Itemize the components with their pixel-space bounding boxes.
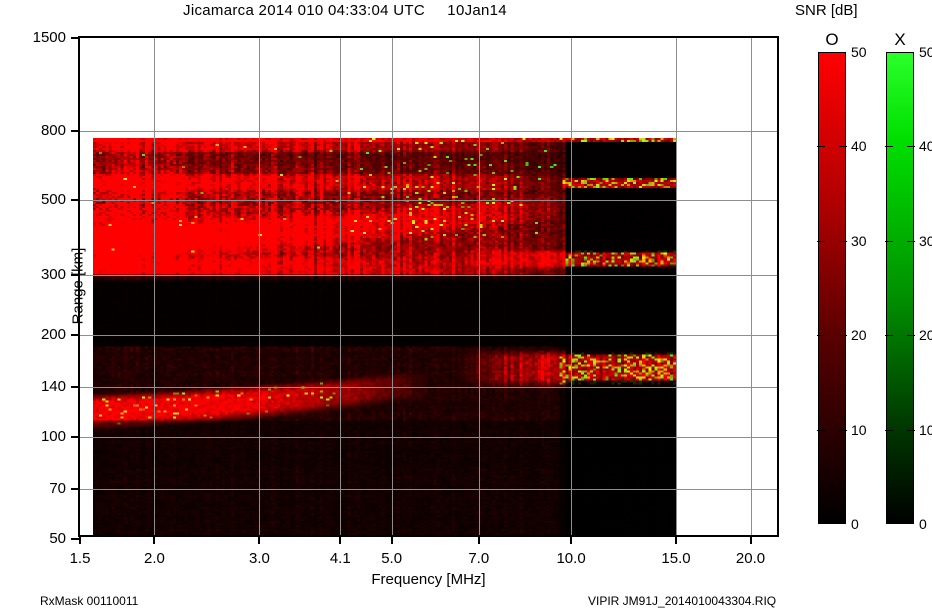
colorbar-tick [839, 146, 847, 148]
y-tick [71, 274, 80, 277]
colorbar-tick [885, 429, 893, 431]
y-gridline [80, 489, 777, 491]
x-tick [339, 535, 342, 544]
y-tick-label: 100 [40, 427, 66, 445]
x-tick-label: 15.0 [661, 550, 691, 567]
ionogram-canvas [93, 138, 676, 535]
x-gridline [259, 38, 261, 535]
y-tick-label: 300 [40, 266, 66, 284]
y-tick [71, 435, 80, 438]
x-tick [258, 535, 261, 544]
y-tick-label: 500 [40, 190, 66, 208]
plot-frame: 1500 800 500 300 200 140 100 70 50 1.5 2.0 3.0 4.1 5… [33, 30, 779, 566]
colorbar-tick-label: 50 [919, 44, 932, 60]
colorbar-tick [817, 335, 825, 337]
figure-title: Jicamarca 2014 010 04:33:04 UTC 10Jan14 [183, 2, 507, 19]
y-tick [71, 129, 80, 132]
x-tick-label: 2.0 [144, 550, 165, 567]
y-tick-label: 140 [40, 378, 66, 396]
x-tick-label: 20.0 [735, 550, 766, 567]
colorbar-x-head: X [894, 30, 906, 49]
colorbar-tick [907, 240, 915, 242]
colorbar-title: SNR [dB] [795, 2, 858, 19]
x-tick-label: 4.1 [329, 550, 351, 567]
x-tick-label: 1.5 [69, 550, 91, 567]
y-gridline [80, 436, 777, 438]
colorbar-tick-label: 20 [919, 327, 932, 344]
y-tick-label: 200 [40, 325, 66, 343]
x-gridline [340, 38, 342, 535]
x-tick-label: 5.0 [381, 550, 403, 567]
y-tick [71, 333, 80, 336]
colorbar-tick [885, 146, 893, 148]
y-gridline [80, 275, 777, 277]
x-tick [749, 535, 752, 544]
footer-file: VIPIR JM91J_2014010043304.RIQ [588, 594, 777, 608]
colorbar-tick [817, 429, 825, 431]
colorbar-tick-label: 30 [851, 232, 867, 249]
y-gridline [80, 199, 777, 201]
y-gridline [80, 130, 777, 132]
x-gridline [391, 38, 393, 535]
colorbar-tick-label: 10 [919, 421, 932, 438]
colorbar-tick [885, 335, 893, 337]
x-gridline [750, 38, 752, 535]
x-axis-label: Frequency [MHz] [371, 571, 486, 588]
y-tick-label: 50 [49, 530, 66, 547]
y-tick-label: 800 [40, 121, 66, 139]
colorbar-tick [839, 429, 847, 431]
colorbar-tick-label: 40 [851, 138, 867, 155]
x-tick [675, 535, 678, 544]
colorbar-o-gradient [819, 53, 845, 523]
colorbar-tick-label: 0 [919, 516, 927, 532]
colorbar-tick-label: 50 [851, 44, 867, 60]
y-tick [71, 488, 80, 491]
y-tick [71, 538, 80, 540]
colorbar-tick-label: 20 [851, 327, 867, 344]
x-gridline [154, 38, 156, 535]
colorbar-tick-label: 30 [919, 232, 932, 249]
colorbar-tick [885, 240, 893, 242]
x-gridline [571, 38, 573, 535]
plot-area [80, 38, 777, 535]
colorbar-tick [907, 335, 915, 337]
colorbar-tick-label: 40 [919, 138, 932, 155]
ionogram-raster [93, 138, 676, 535]
x-tick [477, 535, 480, 544]
y-tick [71, 198, 80, 201]
colorbar-o-head: O [825, 30, 839, 49]
y-tick [71, 37, 80, 39]
footer-rxmask: RxMask 00110011 [40, 594, 139, 608]
colorbar-tick [907, 429, 915, 431]
colorbar-x [886, 52, 914, 524]
colorbar-tick [817, 240, 825, 242]
colorbar-tick [839, 240, 847, 242]
colorbar-tick [907, 146, 915, 148]
x-gridline [676, 38, 678, 535]
x-tick [153, 535, 156, 544]
y-gridline [80, 334, 777, 336]
colorbar-o [818, 52, 846, 524]
colorbar-tick-label: 0 [851, 516, 859, 532]
y-axis-label: Range [km] [69, 247, 87, 325]
colorbar-tick [839, 335, 847, 337]
colorbar-tick-label: 10 [851, 421, 867, 438]
colorbar-tick [817, 146, 825, 148]
y-gridline [80, 387, 777, 389]
x-gridline [478, 38, 480, 535]
y-tick [71, 386, 80, 389]
x-tick-label: 3.0 [248, 550, 270, 567]
y-tick-label: 1500 [32, 29, 66, 46]
y-tick-label: 70 [49, 480, 66, 498]
x-tick-label: 10.0 [556, 550, 586, 567]
x-tick-label: 7.0 [468, 550, 490, 567]
x-tick [390, 535, 393, 544]
x-tick [570, 535, 573, 544]
colorbar-x-gradient [887, 53, 913, 523]
x-tick [79, 535, 81, 544]
